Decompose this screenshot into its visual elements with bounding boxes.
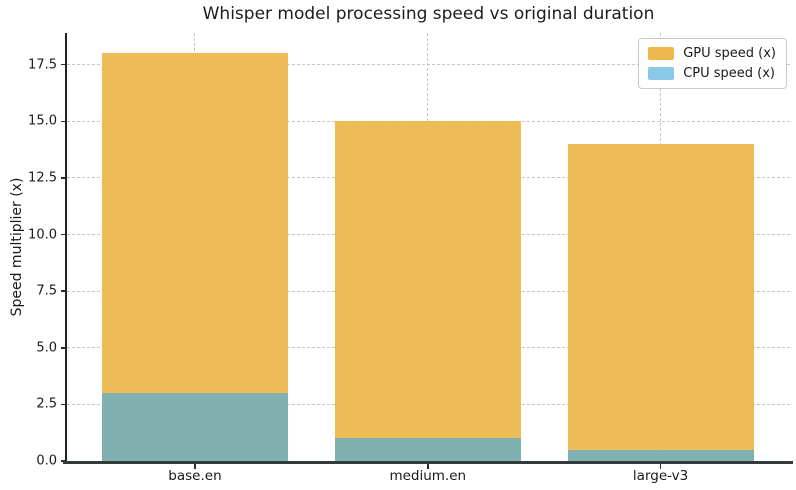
y-tick-mark: [61, 177, 67, 179]
y-tick-label: 7.5: [36, 283, 57, 299]
gpu-legend-label: GPU speed (x): [683, 46, 776, 61]
y-tick-label: 0.0: [36, 453, 57, 469]
y-tick-mark: [61, 347, 67, 349]
y-tick-mark: [61, 403, 67, 406]
x-axis-spine: [63, 461, 793, 464]
y-axis-spine: [65, 33, 67, 462]
legend-item-cpu: CPU speed (x): [648, 66, 776, 81]
y-tick-mark: [61, 63, 67, 66]
cpu-legend-swatch: [648, 67, 675, 80]
y-tick-label: 17.5: [28, 57, 57, 73]
bar-gpu-base.en: [101, 53, 288, 461]
bar-gpu-large-v3: [567, 143, 754, 461]
x-tick-mark: [194, 464, 196, 469]
x-tick-label: large-v3: [632, 468, 689, 484]
gridline-horizontal: [67, 64, 790, 66]
y-tick-mark: [61, 233, 67, 236]
x-tick-mark: [659, 464, 662, 469]
x-tick-mark: [427, 464, 429, 469]
legend-item-gpu: GPU speed (x): [648, 46, 776, 61]
y-tick-mark: [61, 290, 67, 292]
y-tick-label: 10.0: [28, 227, 57, 243]
chart-title: Whisper model processing speed vs origin…: [202, 4, 655, 24]
y-tick-label: 2.5: [36, 396, 57, 412]
y-tick-label: 15.0: [28, 113, 57, 129]
legend: GPU speed (x) CPU speed (x): [638, 38, 787, 89]
bar-cpu-base.en: [101, 393, 288, 461]
bar-cpu-medium.en: [334, 438, 521, 461]
bar-cpu-large-v3: [567, 449, 754, 461]
cpu-legend-label: CPU speed (x): [683, 66, 775, 81]
gpu-legend-swatch: [648, 47, 675, 60]
x-tick-label: base.en: [168, 468, 222, 484]
y-tick-mark: [61, 120, 67, 123]
bar-gpu-medium.en: [334, 121, 521, 461]
y-tick-label: 12.5: [28, 170, 57, 186]
y-tick-label: 5.0: [36, 340, 57, 356]
x-tick-label: medium.en: [389, 468, 467, 484]
